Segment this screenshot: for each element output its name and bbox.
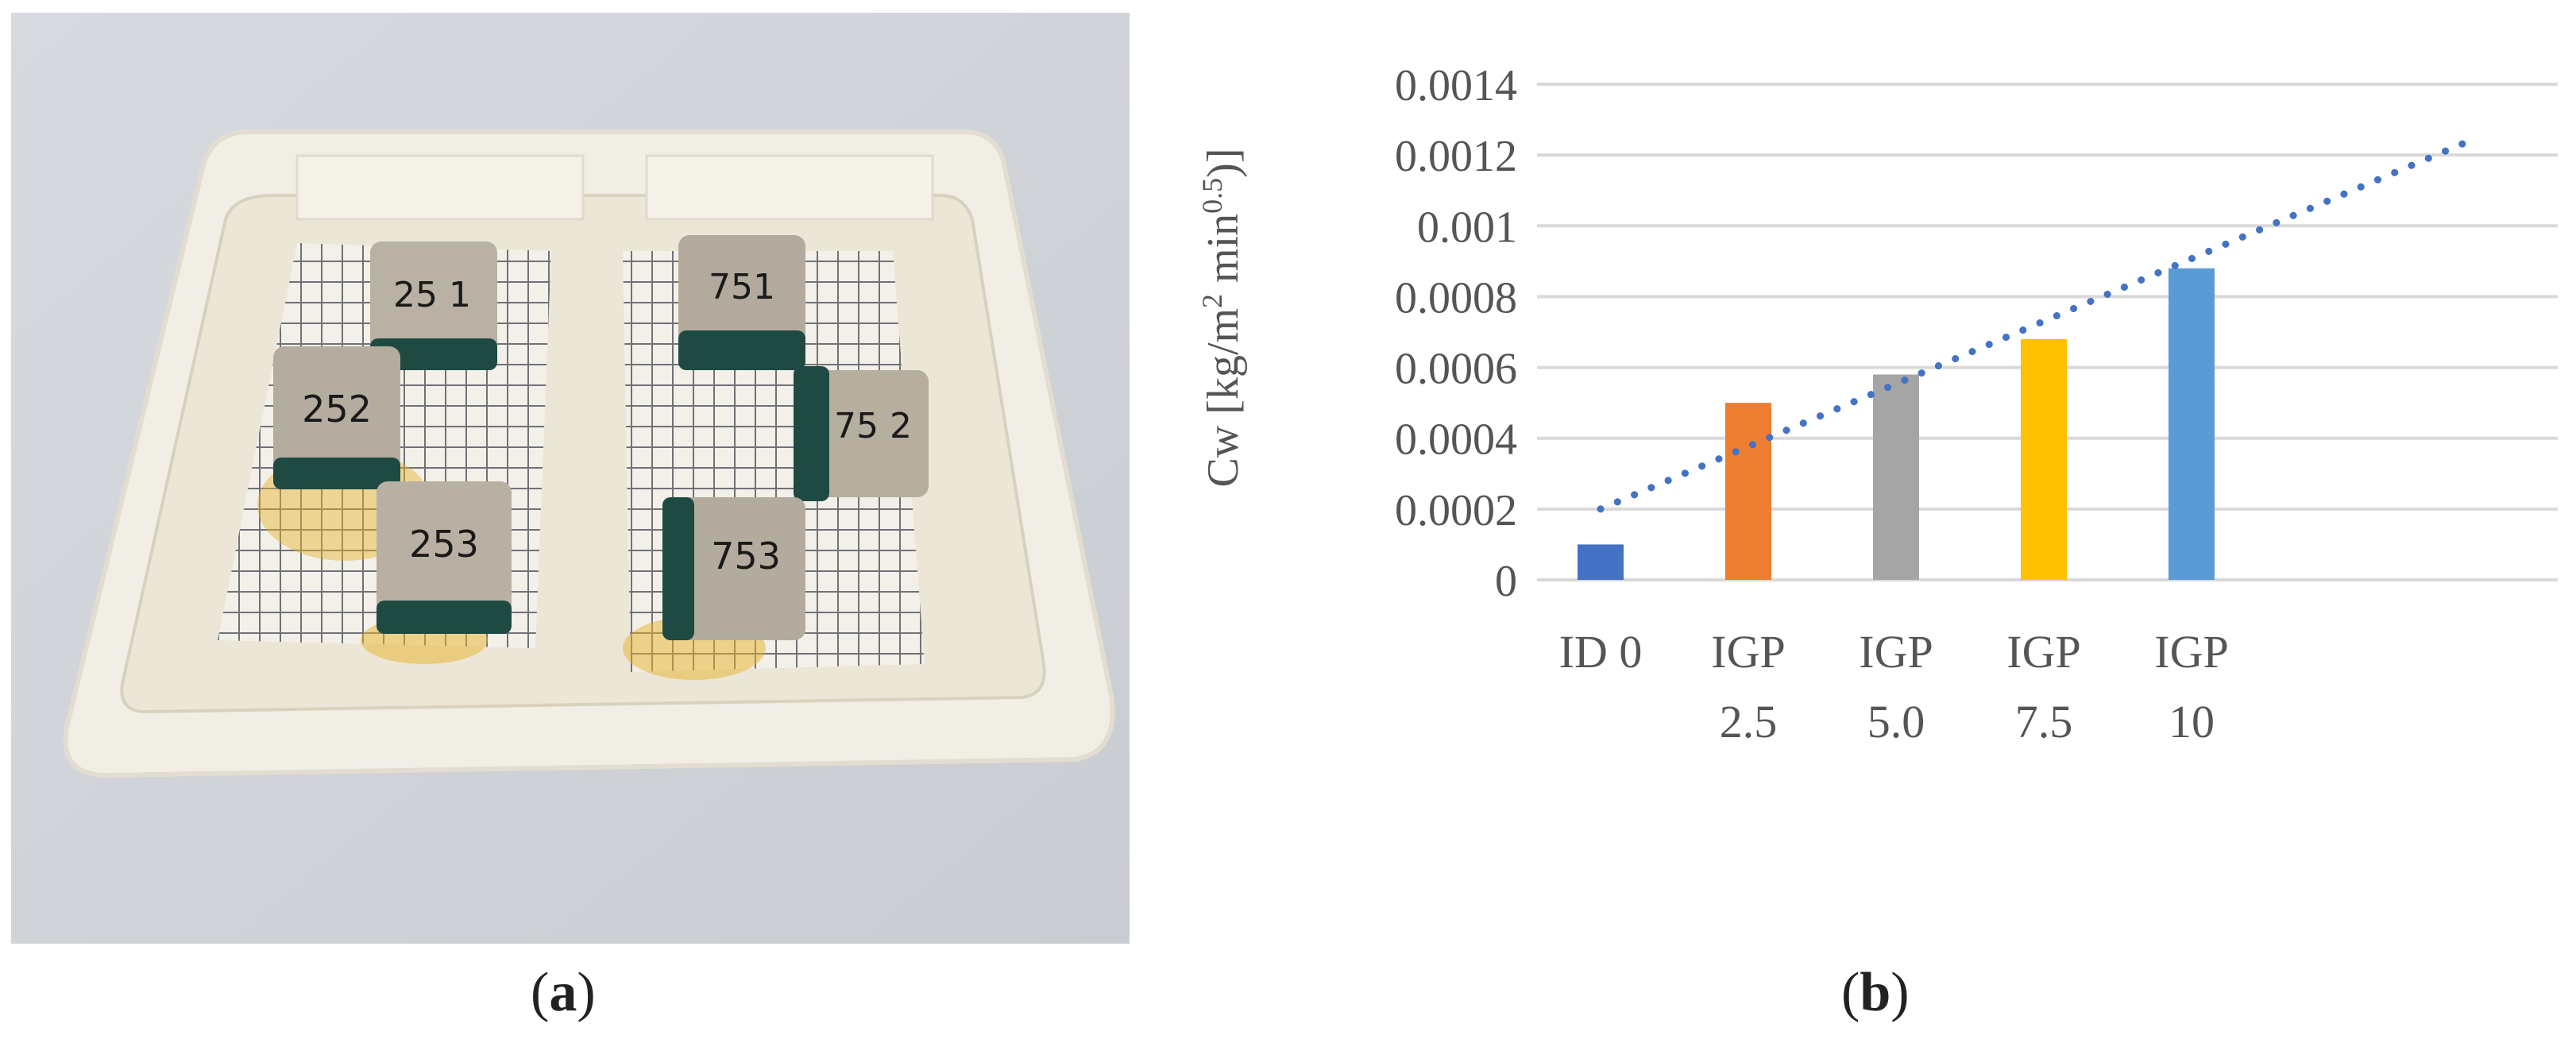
bar-0 <box>1578 544 1624 580</box>
x-tick-label-line2: 5.0 <box>1867 696 1925 747</box>
specimen-252: 252 <box>273 346 400 489</box>
trendline <box>1597 137 2474 513</box>
y-tick-label: 0.0014 <box>1395 61 1517 110</box>
x-tick-label: IGP <box>1711 626 1785 678</box>
bar-1 <box>1725 403 1771 580</box>
specimen-label: 253 <box>409 523 479 566</box>
specimen-753: 753 <box>662 497 805 640</box>
y-tick-labels: 0 0.0002 0.0004 0.0006 0.0008 0.001 0.0012 0.00… <box>1395 61 1517 606</box>
y-tick-label: 0.0008 <box>1395 273 1517 323</box>
x-tick-labels: ID 0 IGP 2.5 IGP 5.0 IGP 7.5 IGP 10 <box>1559 626 2229 747</box>
panel-label-a: (a) <box>531 962 596 1023</box>
specimen-label: 75 2 <box>834 406 912 446</box>
y-tick-label: 0.0006 <box>1395 345 1517 394</box>
bar-4 <box>2169 268 2215 580</box>
specimen-label: 751 <box>709 267 775 307</box>
x-tick-label: IGP <box>2154 626 2228 678</box>
trendline-dotted <box>1597 137 2474 513</box>
cw-bar-chart: 0 0.0002 0.0004 0.0006 0.0008 0.001 0.0012 0.00… <box>1196 61 2558 747</box>
bars <box>1578 268 2215 580</box>
y-tick-label: 0.0012 <box>1395 132 1517 181</box>
x-tick-label-line2: 10 <box>2169 696 2215 747</box>
x-tick-label: IGP <box>1859 626 1933 678</box>
specimen-label: 753 <box>711 535 781 577</box>
x-tick-label: ID 0 <box>1559 626 1643 678</box>
bar-2 <box>1873 374 1919 580</box>
x-tick-label-line2: 2.5 <box>1720 696 1778 747</box>
specimen-751: 751 <box>678 235 805 370</box>
specimen-label: 25 1 <box>393 275 471 315</box>
y-tick-label: 0 <box>1495 557 1517 606</box>
y-tick-label: 0.001 <box>1417 203 1517 252</box>
panel-label-b: (b) <box>1841 962 1910 1023</box>
y-axis-label: Cw [kg/m2 min0.5)] <box>1196 149 1248 488</box>
x-tick-label-line2: 7.5 <box>2015 696 2073 747</box>
y-tick-label: 0.0002 <box>1395 486 1517 535</box>
specimen-photo: 25 1 252 253 751 75 2 753 <box>11 13 1130 944</box>
specimen-752: 75 2 <box>794 366 929 501</box>
x-tick-label: IGP <box>2006 626 2080 678</box>
specimen-251: 25 1 <box>370 241 497 370</box>
y-tick-label: 0.0004 <box>1395 415 1517 465</box>
specimen-label: 252 <box>302 388 372 431</box>
specimen-253: 253 <box>377 481 512 634</box>
bar-3 <box>2021 338 2067 580</box>
